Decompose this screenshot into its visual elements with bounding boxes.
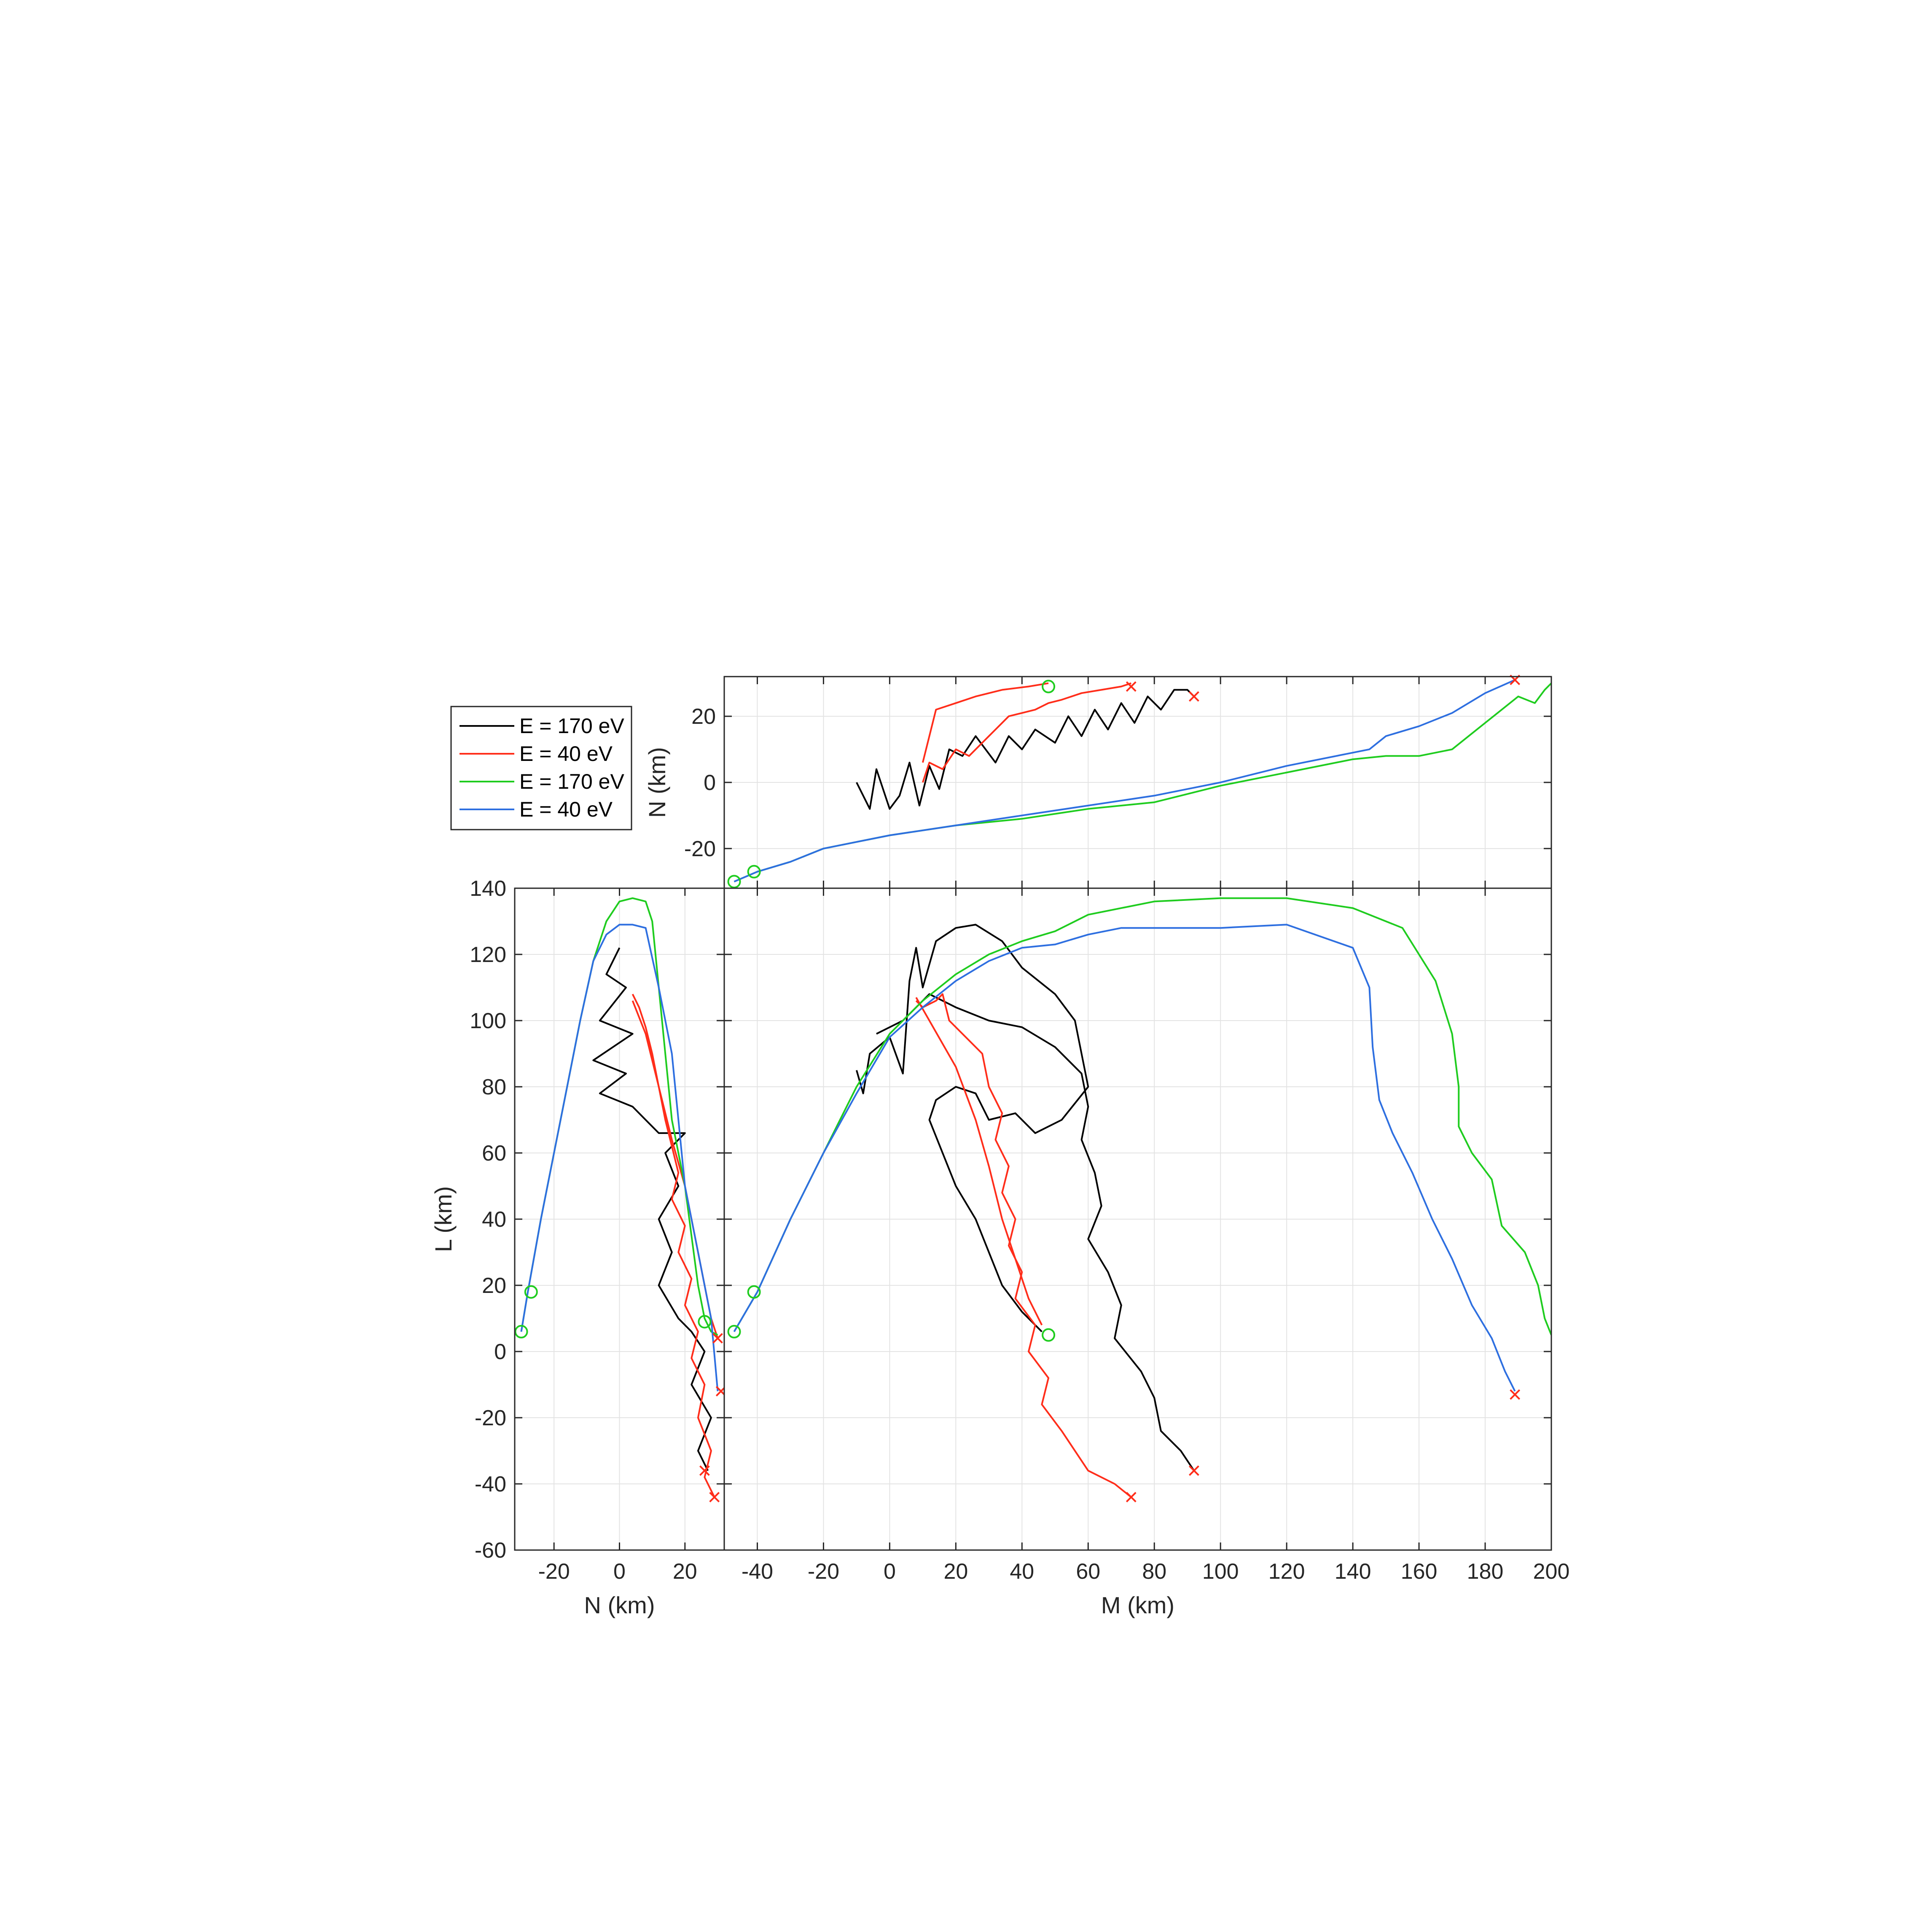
- top-series-line-4: [734, 679, 1516, 883]
- left-x-tick-label: 20: [673, 1559, 697, 1584]
- main-series-line-0: [855, 924, 1089, 1333]
- top-data-layer: [734, 679, 1551, 883]
- left-series-line-0: [592, 947, 712, 1471]
- main-x-tick-label: 120: [1268, 1559, 1305, 1584]
- top-panel: -20 0 20 N (km): [644, 674, 1552, 889]
- main-end-marker: [1189, 1465, 1199, 1476]
- legend-entry-label: E = 40 eV: [519, 742, 613, 766]
- main-x-tick-label: 140: [1335, 1559, 1371, 1584]
- left-end-marker: [709, 1491, 720, 1502]
- main-x-tick-label: 160: [1401, 1559, 1438, 1584]
- main-x-tick-label: -40: [742, 1559, 773, 1584]
- left-panel: -20 0 20 -60 -40 -20 0 20 40 60 80 100 120 140 N (km) L…: [430, 876, 726, 1618]
- left-y-tick-label: 0: [494, 1340, 506, 1364]
- main-series-line-1: [876, 993, 1195, 1471]
- top-end-marker: [1189, 691, 1199, 702]
- main-series-line-3: [915, 997, 1043, 1326]
- main-x-tick-label: 20: [943, 1559, 968, 1584]
- main-series-line-2: [915, 993, 1132, 1498]
- left-end-marker: [699, 1465, 710, 1476]
- legend-entry-label: E = 40 eV: [519, 798, 613, 821]
- legend: E = 170 eV E = 40 eV E = 170 eV E = 40 eV: [450, 706, 632, 830]
- main-x-tick-label: 0: [884, 1559, 896, 1584]
- left-start-marker: [524, 1285, 538, 1299]
- left-y-tick-label: 120: [470, 943, 506, 967]
- main-x-tick-label: 180: [1467, 1559, 1504, 1584]
- main-x-tick-label: -20: [808, 1559, 839, 1584]
- top-start-marker: [1042, 680, 1056, 693]
- main-x-tick-label: 80: [1142, 1559, 1166, 1584]
- main-x-axis-title: M (km): [1101, 1592, 1174, 1618]
- top-series-line-0: [856, 689, 1195, 810]
- main-start-marker: [747, 1285, 761, 1299]
- left-data-layer: [520, 897, 719, 1498]
- top-end-marker: [1126, 681, 1137, 692]
- legend-entry-label: E = 170 eV: [519, 714, 624, 738]
- left-y-tick-label: -40: [475, 1472, 506, 1497]
- main-x-tick-label: 60: [1076, 1559, 1100, 1584]
- main-series-line-5: [733, 924, 1516, 1392]
- main-panel: -40 -20 0 20 40 60 80 100 120 140 160 180 200 M (km): [723, 887, 1570, 1618]
- top-series-line-1: [922, 682, 1131, 783]
- legend-entry-label: E = 170 eV: [519, 770, 624, 793]
- left-y-tick-label: -60: [475, 1538, 506, 1563]
- left-start-marker: [698, 1315, 712, 1329]
- left-x-axis-title: N (km): [584, 1592, 655, 1618]
- main-x-tick-label: 200: [1533, 1559, 1570, 1584]
- left-start-marker: [514, 1325, 528, 1338]
- left-y-tick-label: 140: [470, 876, 506, 901]
- main-x-tick-label: 40: [1010, 1559, 1034, 1584]
- top-start-marker: [727, 875, 741, 889]
- top-y-axis-title: N (km): [644, 747, 670, 818]
- left-y-tick-label: 40: [482, 1207, 506, 1232]
- top-start-marker: [747, 865, 761, 879]
- main-start-marker: [1042, 1328, 1056, 1342]
- left-y-tick-label: 20: [482, 1274, 506, 1298]
- main-data-layer: [733, 897, 1551, 1498]
- main-series-line-4: [733, 897, 1551, 1335]
- left-series-line-1: [631, 994, 715, 1498]
- left-x-tick-label: 0: [613, 1559, 626, 1584]
- main-x-tick-label: 100: [1202, 1559, 1239, 1584]
- main-end-marker: [1510, 1389, 1521, 1400]
- left-y-tick-label: -20: [475, 1406, 506, 1430]
- main-start-marker: [727, 1325, 741, 1338]
- left-y-tick-label: 100: [470, 1009, 506, 1033]
- top-series-line-2: [922, 682, 1049, 763]
- main-end-marker: [1126, 1491, 1137, 1502]
- top-y-tick-label: 20: [691, 704, 716, 729]
- left-y-axis-title: L (km): [430, 1186, 457, 1252]
- left-x-tick-label: -20: [538, 1559, 570, 1584]
- left-y-tick-label: 80: [482, 1075, 506, 1099]
- left-y-tick-label: 60: [482, 1141, 506, 1166]
- left-end-marker: [712, 1333, 723, 1344]
- top-y-tick-label: 0: [704, 771, 716, 795]
- left-series-line-4: [520, 924, 719, 1392]
- top-y-tick-label: -20: [684, 837, 716, 861]
